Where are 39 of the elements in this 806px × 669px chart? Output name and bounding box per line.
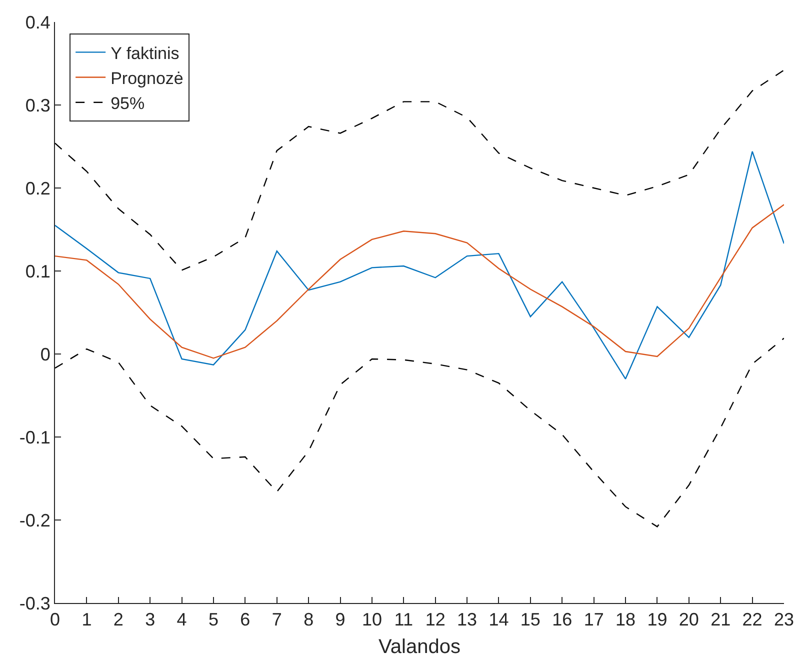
x-tick-label: 4 — [176, 610, 187, 630]
x-tick-label: 13 — [457, 610, 478, 630]
x-tick-label: 15 — [520, 610, 540, 630]
x-tick-label: 8 — [304, 610, 314, 630]
x-tick-label: 11 — [394, 610, 413, 630]
x-tick-label: 19 — [647, 610, 668, 630]
legend-label: Prognozė — [110, 68, 184, 88]
x-tick-label: 1 — [82, 610, 92, 630]
y-tick-label: 0.2 — [25, 178, 50, 198]
legend-label: Y faktinis — [110, 44, 180, 63]
x-tick-label: 21 — [710, 610, 731, 630]
line-series — [55, 204, 784, 359]
y-tick-label: -0.2 — [19, 510, 50, 530]
y-tick-label: 0.3 — [25, 95, 50, 116]
x-tick-label: 17 — [584, 610, 604, 630]
legend-label: 95% — [110, 94, 145, 113]
x-tick-label: 20 — [678, 610, 699, 630]
y-tick-label: 0 — [40, 344, 50, 364]
x-tick-label: 6 — [240, 610, 250, 630]
x-tick-label: 23 — [774, 610, 794, 630]
x-tick-label: 22 — [742, 610, 762, 630]
line-series — [55, 150, 784, 380]
x-tick-label: 7 — [272, 610, 282, 630]
x-tick-label: 5 — [208, 610, 218, 630]
x-tick-label: 16 — [552, 610, 572, 630]
x-tick-label: 14 — [488, 610, 509, 630]
x-tick-label: 12 — [425, 610, 446, 630]
x-tick-label: 2 — [113, 610, 124, 630]
line-series — [55, 338, 784, 528]
y-tick-label: -0.3 — [19, 593, 50, 614]
x-axis-title: Valandos — [378, 636, 460, 658]
y-tick-label: 0.4 — [25, 12, 50, 32]
y-tick-label: 0.1 — [25, 261, 50, 282]
x-tick-label: 18 — [616, 610, 636, 630]
line-series — [55, 70, 784, 271]
y-tick-label: -0.1 — [19, 427, 50, 448]
x-tick-label: 3 — [145, 610, 156, 630]
x-tick-label: 9 — [335, 610, 346, 630]
x-tick-label: 10 — [362, 610, 382, 630]
